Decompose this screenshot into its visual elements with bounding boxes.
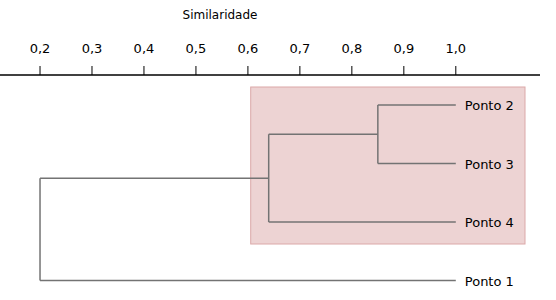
branch xyxy=(269,221,456,223)
chart: 0,2 0,3 0,4 0,5 0,6 0,7 0,8 0,9 1,0 Similaridade P… xyxy=(0,0,556,300)
x-tick-label: 0,2 xyxy=(30,41,51,56)
x-tick xyxy=(455,66,456,75)
x-axis xyxy=(0,74,540,76)
x-tick xyxy=(403,66,404,75)
x-tick-label: 0,7 xyxy=(290,41,311,56)
leaf-label: Ponto 2 xyxy=(465,98,514,113)
merge-link xyxy=(377,105,379,164)
dendrogram xyxy=(40,105,456,281)
branch xyxy=(40,280,456,282)
x-tick-label: 1,0 xyxy=(445,41,466,56)
x-tick-label: 0,5 xyxy=(186,41,207,56)
x-tick-label: 0,3 xyxy=(82,41,103,56)
branch xyxy=(378,163,456,165)
leaf-label: Ponto 3 xyxy=(465,157,514,172)
x-tick xyxy=(143,66,144,75)
x-tick xyxy=(351,66,352,75)
branch xyxy=(269,134,378,136)
axis-title: Similaridade xyxy=(183,8,258,22)
x-tick-label: 0,6 xyxy=(238,41,259,56)
x-tick xyxy=(247,66,248,75)
leaf-label: Ponto 4 xyxy=(465,215,514,230)
x-tick-label: 0,9 xyxy=(393,41,414,56)
highlight-box xyxy=(251,87,525,244)
x-tick xyxy=(195,66,196,75)
branch xyxy=(40,177,269,179)
x-tick xyxy=(299,66,300,75)
x-tick-label: 0,4 xyxy=(134,41,155,56)
merge-link xyxy=(39,178,41,280)
merge-link xyxy=(268,134,270,222)
x-tick xyxy=(91,66,92,75)
x-tick xyxy=(40,66,41,75)
branch xyxy=(378,104,456,106)
leaf-label: Ponto 1 xyxy=(465,274,514,289)
x-tick-label: 0,8 xyxy=(342,41,363,56)
